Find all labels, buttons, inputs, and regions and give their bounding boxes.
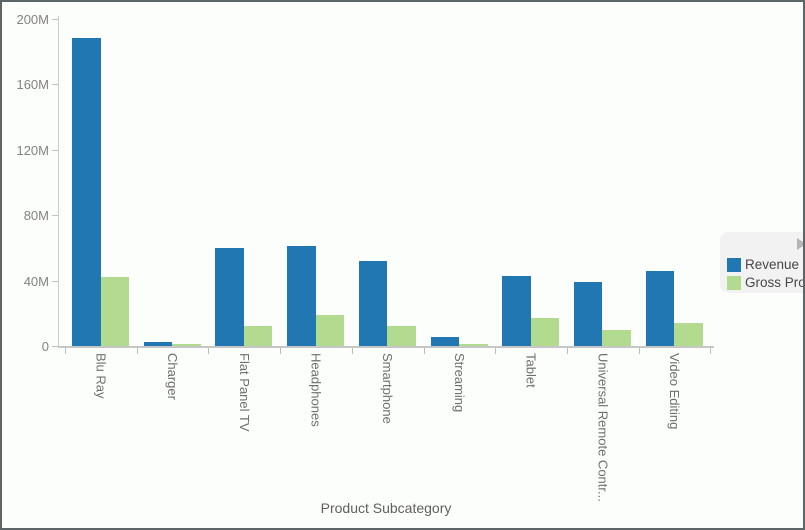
x-axis-tick (136, 348, 138, 354)
bar-gross-profit-video-editing (674, 323, 703, 346)
bar-revenue-headphones (287, 246, 316, 346)
bar-revenue-tablet (502, 275, 531, 346)
bar-gross-profit-smartphone (387, 326, 416, 346)
x-axis-title: Product Subcategory (320, 500, 452, 516)
x-category-label: Tablet (523, 353, 539, 388)
bar-revenue-blu-ray (72, 38, 101, 346)
y-axis-tick (52, 280, 58, 282)
legend-swatch-icon (727, 257, 741, 272)
bar-revenue-streaming (430, 336, 459, 346)
x-category-label: Universal Remote Contr... (595, 353, 611, 502)
bar-gross-profit-universal-remote-contr- (602, 329, 631, 346)
x-axis-tick (495, 348, 497, 354)
x-axis-tick (423, 348, 425, 354)
bar-gross-profit-blu-ray (100, 277, 129, 346)
x-axis-tick (710, 348, 712, 354)
x-axis-tick (280, 348, 282, 354)
y-axis-tick (52, 18, 58, 20)
y-axis-tick-label: 40M (23, 273, 49, 289)
x-category-label: Video Editing (666, 353, 682, 430)
x-axis-tick (208, 348, 210, 354)
bar-revenue-charger (143, 341, 173, 346)
x-category-label: Flat Panel TV (236, 353, 252, 432)
bar-gross-profit-headphones (315, 314, 345, 346)
bar-revenue-video-editing (645, 270, 675, 346)
x-category-label: Headphones (308, 353, 324, 427)
x-axis-tick (65, 348, 66, 354)
y-axis-tick (52, 84, 58, 85)
y-axis-tick (52, 346, 58, 347)
legend-item-label: Revenue (745, 257, 800, 272)
legend-item-label: Gross Profit (745, 275, 805, 290)
y-axis-tick-label: 120M (16, 142, 49, 158)
x-category-label: Streaming (451, 353, 467, 413)
y-axis-tick-label: 200M (16, 11, 49, 27)
legend-item-gross-profit: Gross Profit (727, 274, 805, 291)
x-axis-tick (638, 348, 640, 354)
bar-gross-profit-streaming (459, 344, 488, 346)
legend: Revenue Gross Profit (720, 232, 805, 293)
x-axis-tick (566, 348, 568, 354)
legend-item-revenue: Revenue (727, 256, 803, 273)
y-axis-tick (52, 215, 58, 216)
y-axis-tick-label: 80M (23, 208, 49, 223)
x-category-label: Blu Ray (93, 353, 109, 399)
y-axis-tick (52, 149, 58, 151)
bar-gross-profit-tablet (530, 318, 560, 346)
bar-gross-profit-charger (172, 343, 201, 346)
bar-revenue-smartphone (358, 260, 388, 346)
x-axis-tick (351, 348, 353, 354)
legend-swatch-icon (727, 275, 741, 290)
x-axis-line (58, 346, 714, 348)
legend-items: Revenue Gross Profit (727, 256, 805, 292)
bar-revenue-universal-remote-contr- (573, 282, 603, 346)
bar-revenue-flat-panel-tv (215, 247, 244, 346)
y-axis-tick-label: 0 (41, 339, 49, 354)
y-axis-tick-label: 160M (16, 77, 49, 92)
bar-gross-profit-flat-panel-tv (243, 326, 273, 346)
legend-collapse-arrow-icon[interactable] (797, 238, 803, 250)
y-axis-line (58, 16, 59, 348)
x-category-label: Smartphone (380, 353, 396, 424)
x-category-label: Charger (165, 353, 181, 400)
